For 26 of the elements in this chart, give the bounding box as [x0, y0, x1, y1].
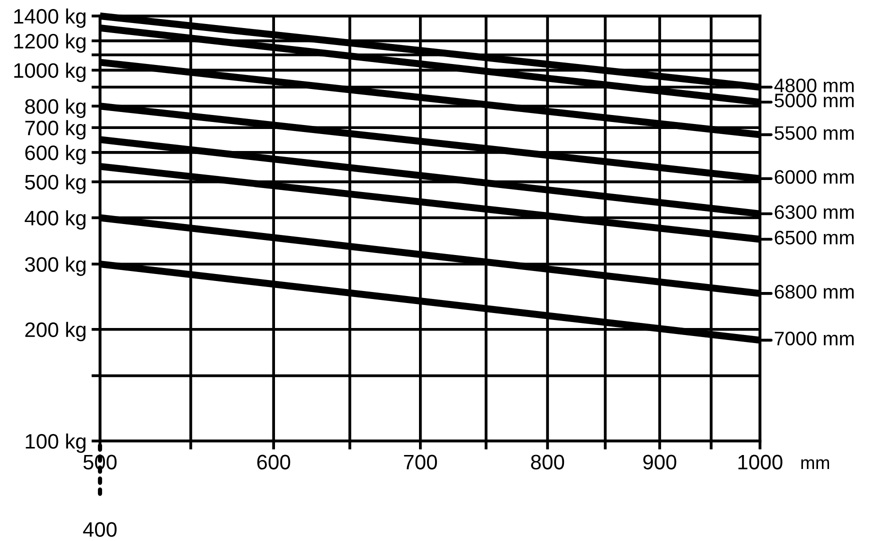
y-tick-label: 1000 kg [14, 62, 86, 82]
y-tick-label: 1400 kg [14, 8, 86, 28]
x-tick-label: 1000 [738, 454, 782, 470]
legend-label: 5000 mm [774, 94, 854, 108]
legend-label: 6300 mm [774, 205, 854, 219]
y-tick-label: 700 kg [25, 120, 86, 140]
legend-label: 6800 mm [774, 284, 854, 299]
legend-label: 4800 mm [774, 78, 854, 92]
y-tick-label: 800 kg [25, 98, 86, 118]
y-tick-label: 600 kg [25, 144, 86, 164]
x-tick-label: 700 [404, 454, 437, 470]
y-tick-label: 200 kg [25, 322, 86, 342]
x-tick-label: 800 [531, 454, 564, 470]
legend-label: 6500 mm [774, 230, 854, 244]
text: 400 [83, 522, 117, 537]
x-tick-label: 900 [643, 454, 676, 470]
legend-label: 7000 mm [774, 332, 854, 346]
y-tick-label: 1200 kg [14, 33, 86, 53]
y-tick-label: 400 kg [24, 210, 86, 230]
legend-label: 5500 mm [774, 126, 854, 140]
y-tick-label: 300 kg [25, 256, 86, 276]
x-axis-title: mm [801, 459, 830, 469]
y-tick-label: 500 kg [25, 174, 86, 194]
legend-label: 6000 mm [774, 170, 854, 184]
y-tick-label: 100 kg [26, 433, 86, 453]
x-tick-label: 600 [257, 454, 290, 470]
